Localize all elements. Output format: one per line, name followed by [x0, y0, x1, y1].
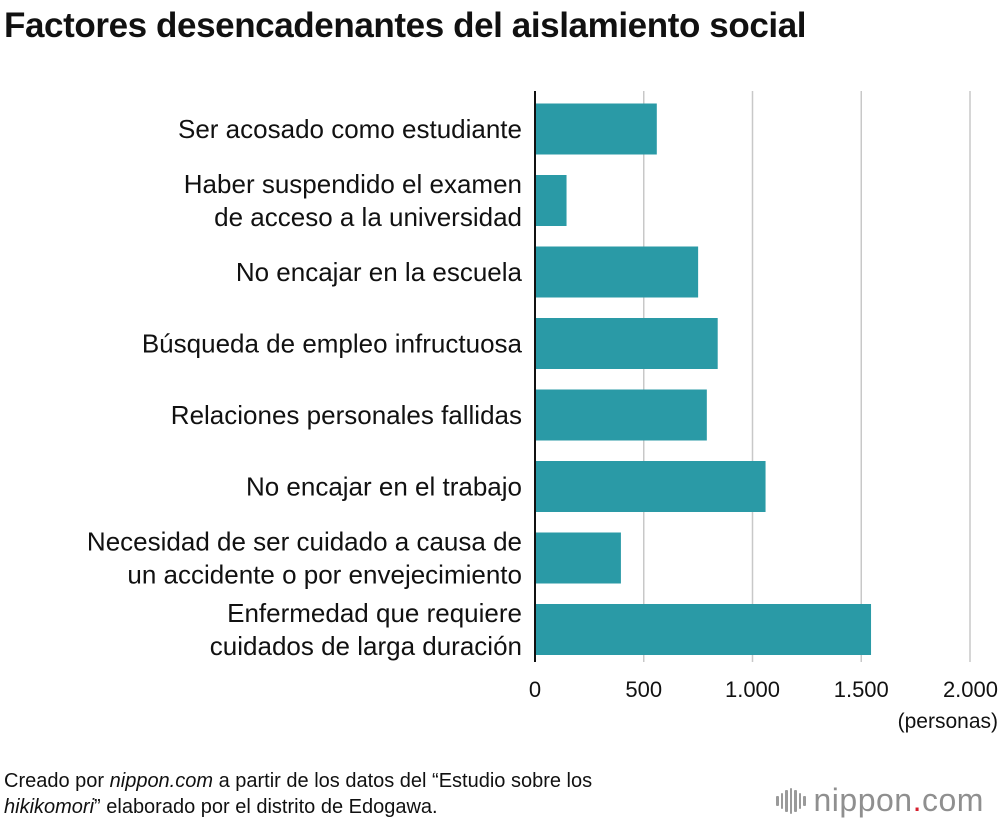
category-label: Búsqueda de empleo infructuosa — [142, 329, 523, 359]
bar — [535, 103, 657, 155]
footnote-text: a partir de los datos del “Estudio sobre… — [213, 770, 593, 792]
bar — [535, 461, 766, 512]
category-label: un accidente o por envejecimiento — [127, 560, 522, 590]
x-tick-label: 2.000 — [943, 677, 998, 702]
category-label: No encajar en el trabajo — [246, 472, 522, 502]
category-label: Ser acosado como estudiante — [178, 114, 522, 144]
category-label: Necesidad de ser cuidado a causa de — [87, 527, 522, 557]
grid-lines — [643, 91, 971, 662]
bars — [535, 103, 872, 655]
x-tick-label: 500 — [625, 677, 662, 702]
bar — [535, 604, 872, 655]
footnote-text: Creado por — [4, 770, 110, 792]
source-footnote: Creado por nippon.com a partir de los da… — [4, 768, 592, 820]
bar — [535, 389, 707, 441]
tick-labels: 0 500 1.000 1.500 2.000 — [529, 677, 998, 702]
footnote-italic-site: nippon.com — [109, 770, 214, 792]
x-tick-label: 0 — [529, 677, 541, 702]
x-tick-label: 1.000 — [725, 677, 780, 702]
x-axis-unit-label: (personas) — [898, 710, 998, 733]
category-label: No encajar en la escuela — [236, 257, 523, 287]
bar — [535, 532, 621, 584]
bar — [535, 318, 718, 369]
bar — [535, 175, 567, 226]
logo-mark-icon — [776, 786, 806, 816]
category-label: de acceso a la universidad — [214, 202, 522, 232]
logo-wordmark: nippon.com — [814, 782, 984, 819]
logo-dot: . — [912, 782, 922, 818]
category-label: Relaciones personales fallidas — [171, 400, 522, 430]
footnote-italic-term: hikikomori — [4, 796, 95, 818]
category-labels: Ser acosado como estudiante Haber suspend… — [87, 114, 523, 661]
category-label: Haber suspendido el examen — [184, 169, 522, 199]
category-label: cuidados de larga duración — [210, 631, 522, 661]
footnote-text: ” elaborado por el distrito de Edogawa. — [94, 796, 438, 818]
chart-title: Factores desencadenantes del aislamiento… — [4, 6, 807, 45]
category-label: Enfermedad que requiere — [227, 598, 522, 628]
logo-suffix: com — [921, 782, 984, 818]
x-tick-label: 1.500 — [834, 677, 889, 702]
bar — [535, 246, 699, 298]
logo-name: nippon — [813, 782, 913, 818]
nippon-logo: nippon.com — [776, 782, 984, 819]
bar-chart: Ser acosado como estudiante Haber suspend… — [87, 91, 998, 733]
